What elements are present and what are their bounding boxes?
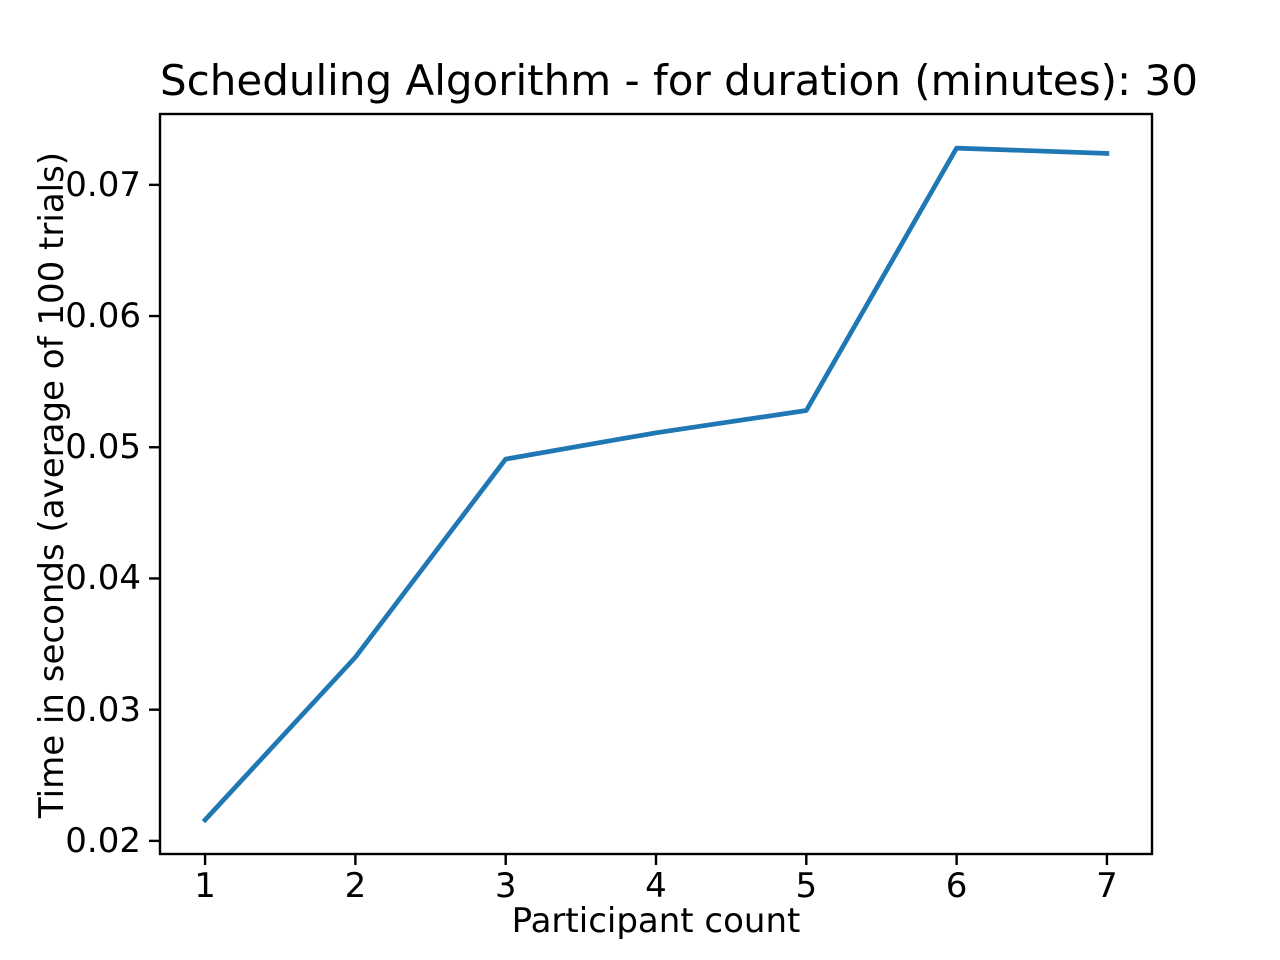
x-tick-label: 1 xyxy=(194,866,216,906)
x-tick-label: 3 xyxy=(494,866,517,906)
y-tick-label: 0.05 xyxy=(65,427,141,468)
x-tick-label: 2 xyxy=(344,866,367,906)
y-tick-label: 0.04 xyxy=(65,558,141,599)
x-tick-label: 6 xyxy=(945,866,968,906)
x-tick-label: 7 xyxy=(1096,866,1118,906)
x-axis-ticks xyxy=(203,854,1109,865)
x-tick-label: 5 xyxy=(795,866,818,906)
y-tick-label: 0.06 xyxy=(65,296,141,337)
chart-title: Scheduling Algorithm - for duration (min… xyxy=(160,56,1198,105)
y-tick-label: 0.02 xyxy=(65,820,141,861)
x-axis-label: Participant count xyxy=(511,901,801,941)
y-tick-label: 0.07 xyxy=(65,164,141,205)
x-tick-label: 4 xyxy=(645,866,667,906)
axes-spines xyxy=(158,112,1154,856)
data-line xyxy=(201,145,1110,824)
y-axis-ticks xyxy=(149,183,160,843)
y-tick-label: 0.03 xyxy=(65,689,141,730)
